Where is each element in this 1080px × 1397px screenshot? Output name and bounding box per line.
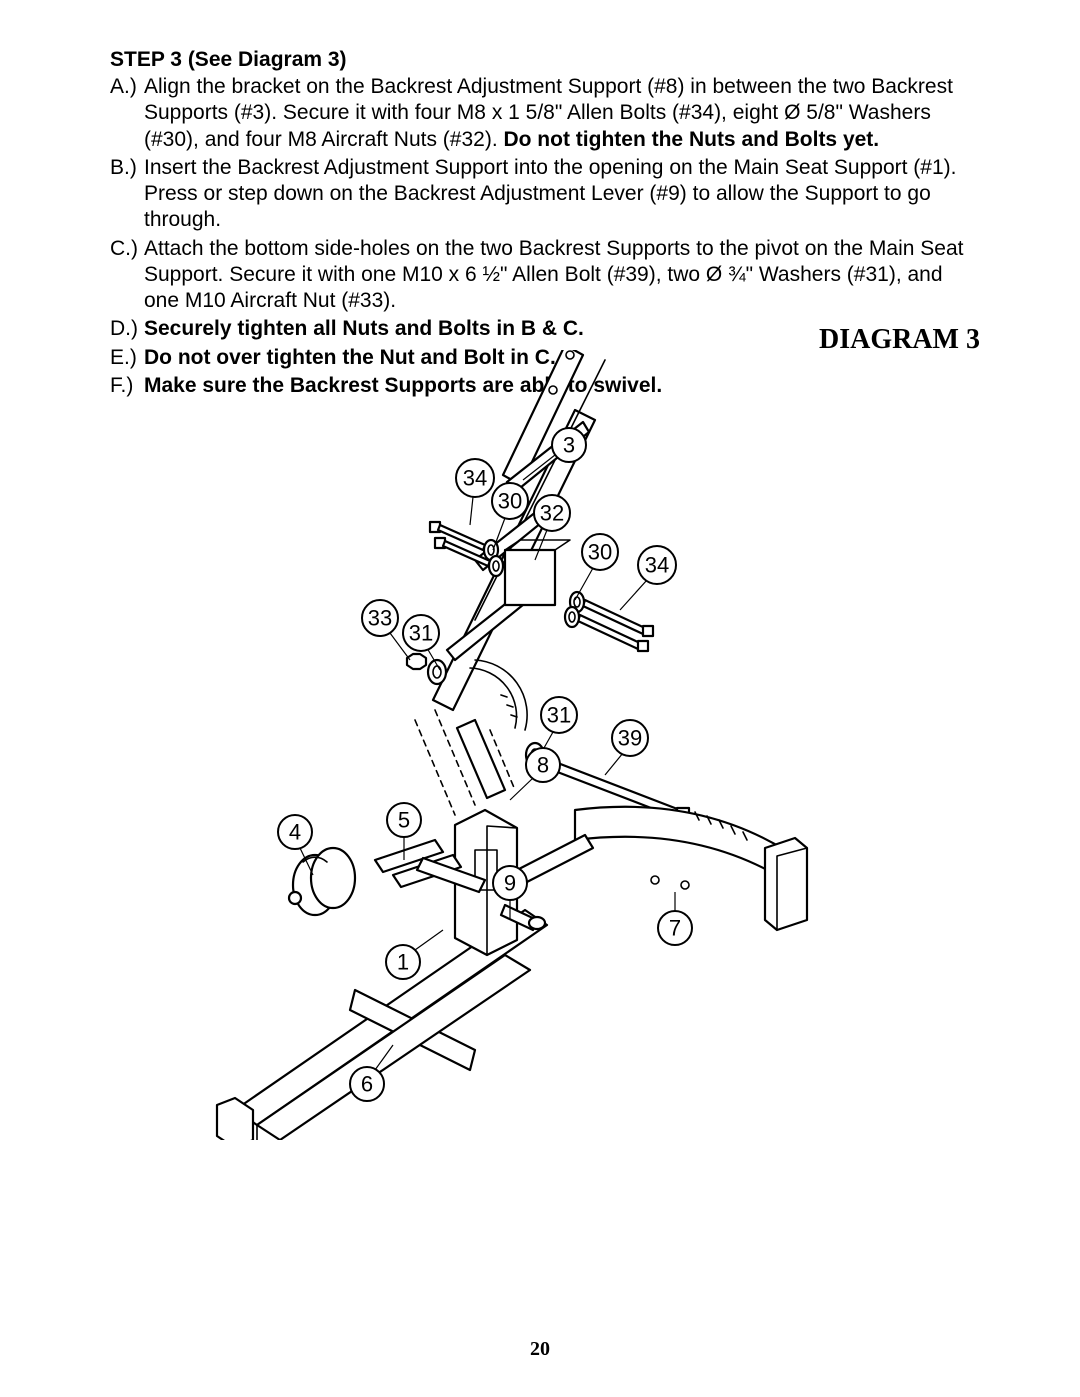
- diagram-title: DIAGRAM 3: [819, 324, 980, 356]
- nut-washer-left: [407, 654, 446, 684]
- instruction-label: D.): [110, 316, 144, 342]
- callout-number: 9: [504, 871, 516, 896]
- callout-number: 30: [498, 489, 522, 514]
- callout-number: 32: [540, 501, 564, 526]
- instruction-label: C.): [110, 236, 144, 315]
- callout-number: 3: [563, 433, 575, 458]
- instruction-item: B.)Insert the Backrest Adjustment Suppor…: [110, 155, 980, 234]
- instruction-label: B.): [110, 155, 144, 234]
- page-number: 20: [0, 1338, 1080, 1361]
- adjustment-support: [415, 710, 515, 815]
- instruction-label: F.): [110, 373, 144, 399]
- callout-number: 4: [289, 820, 301, 845]
- instruction-label: E.): [110, 345, 144, 371]
- callout-number: 33: [368, 606, 392, 631]
- callout-number: 31: [409, 621, 433, 646]
- pivot-gear: [470, 660, 527, 730]
- callout-number: 31: [547, 703, 571, 728]
- callout-number: 1: [397, 950, 409, 975]
- assembly-diagram: 3 34 30 32 30 34 33 31 31 39 8 5 4 9 7 1 6: [175, 350, 815, 1140]
- callout-number: 30: [588, 540, 612, 565]
- instruction-item: A.)Align the bracket on the Backrest Adj…: [110, 74, 980, 153]
- instruction-text: Align the bracket on the Backrest Adjust…: [144, 74, 980, 153]
- callout-number: 39: [618, 726, 642, 751]
- main-base: [217, 807, 807, 1140]
- callout-number: 34: [463, 466, 487, 491]
- callout-number: 7: [669, 916, 681, 941]
- allen-bolt-right: [578, 600, 653, 651]
- callout-number: 6: [361, 1072, 373, 1097]
- step-heading: STEP 3 (See Diagram 3): [110, 48, 980, 72]
- instruction-text: Insert the Backrest Adjustment Support i…: [144, 155, 980, 234]
- allen-bolt-left: [430, 522, 490, 566]
- instruction-text: Attach the bottom side-holes on the two …: [144, 236, 980, 315]
- instruction-label: A.): [110, 74, 144, 153]
- document-page: STEP 3 (See Diagram 3) A.)Align the brac…: [0, 0, 1080, 1397]
- callout-number: 8: [537, 753, 549, 778]
- instruction-item: C.)Attach the bottom side-holes on the t…: [110, 236, 980, 315]
- bracket: [505, 550, 555, 605]
- callout-number: 5: [398, 808, 410, 833]
- callout-number: 34: [645, 553, 669, 578]
